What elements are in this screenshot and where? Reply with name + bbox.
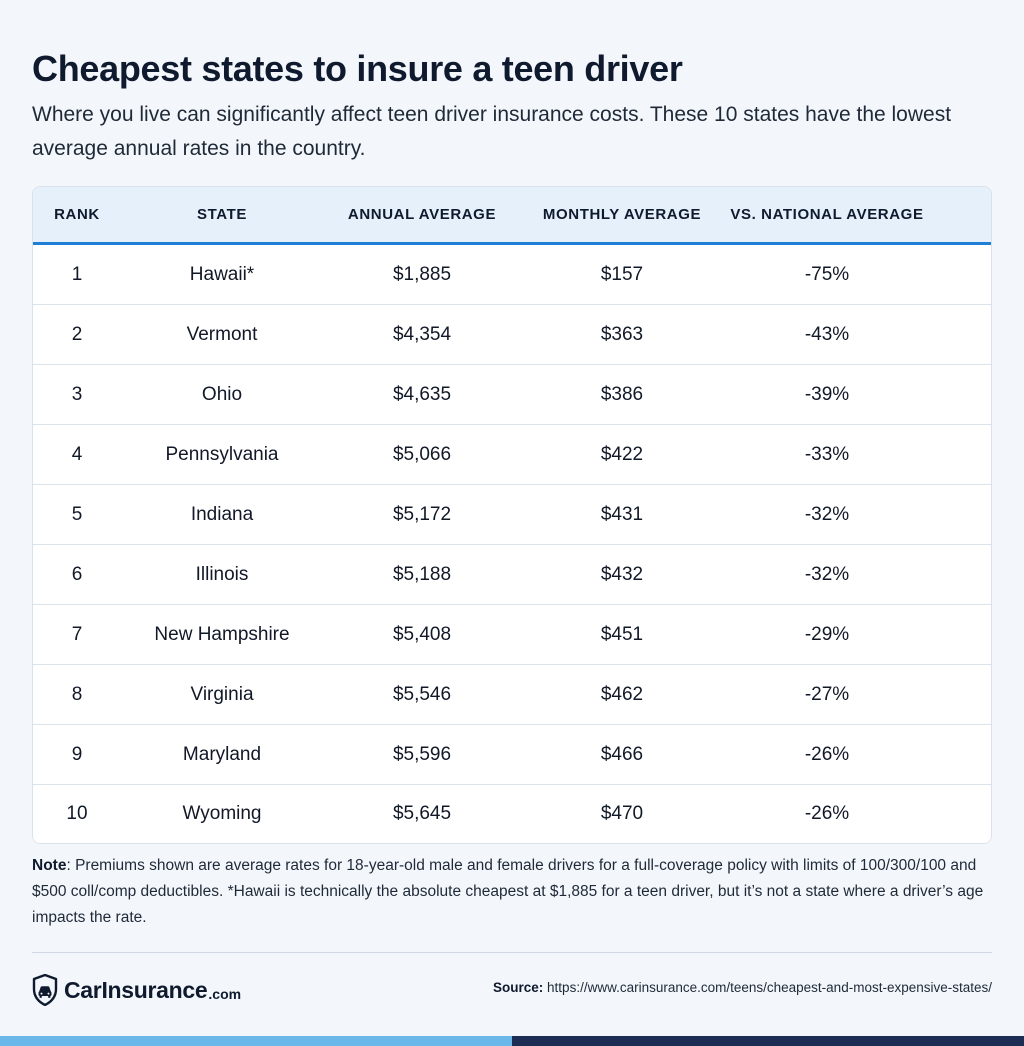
table-row: 10 Wyoming $5,645 $470 -26% xyxy=(33,785,991,843)
table-row: 3 Ohio $4,635 $386 -39% xyxy=(33,365,991,425)
cell-state: Hawaii* xyxy=(189,263,255,285)
table-row: 4 Pennsylvania $5,066 $422 -33% xyxy=(33,425,991,485)
cell-rank: 2 xyxy=(71,323,83,345)
cell-vs-national: -32% xyxy=(804,503,850,525)
table-row: 7 New Hampshire $5,408 $451 -29% xyxy=(33,605,991,665)
table-row: 2 Vermont $4,354 $363 -43% xyxy=(33,305,991,365)
column-header-state: STATE xyxy=(197,206,247,223)
cell-vs-national: -32% xyxy=(804,563,850,585)
column-header-rank: RANK xyxy=(54,206,100,223)
cell-vs-national: -26% xyxy=(804,743,850,765)
table-row: 9 Maryland $5,596 $466 -26% xyxy=(33,725,991,785)
cell-vs-national: -27% xyxy=(804,683,850,705)
cell-state: Wyoming xyxy=(182,803,262,824)
cell-state: Indiana xyxy=(190,503,254,525)
cell-annual: $5,408 xyxy=(392,623,452,645)
cell-vs-national: -39% xyxy=(804,383,850,405)
divider xyxy=(32,952,992,953)
page-title: Cheapest states to insure a teen driver xyxy=(32,48,683,89)
cell-annual: $5,188 xyxy=(392,563,452,585)
cell-annual: $4,635 xyxy=(392,383,452,405)
cell-rank: 7 xyxy=(71,623,83,645)
cell-rank: 4 xyxy=(71,443,83,465)
table-row: 8 Virginia $5,546 $462 -27% xyxy=(33,665,991,725)
cell-monthly: $422 xyxy=(600,443,644,465)
cell-vs-national: -75% xyxy=(804,263,850,285)
source-link[interactable]: https://www.carinsurance.com/teens/cheap… xyxy=(547,980,992,995)
cell-monthly: $462 xyxy=(600,683,644,705)
footer-bar-dark xyxy=(512,1036,1024,1046)
table-row: 5 Indiana $5,172 $431 -32% xyxy=(33,485,991,545)
cell-rank: 8 xyxy=(71,683,83,705)
cell-state: Ohio xyxy=(201,383,243,405)
cell-monthly: $431 xyxy=(600,503,644,525)
cell-monthly: $466 xyxy=(600,743,644,765)
cell-annual: $5,546 xyxy=(392,683,452,705)
cell-monthly: $363 xyxy=(600,323,644,345)
cell-state: New Hampshire xyxy=(154,623,290,645)
cell-monthly: $386 xyxy=(600,383,644,405)
page-subtitle: Where you live can significantly affect … xyxy=(32,103,952,160)
source-label: Source: xyxy=(493,980,544,995)
shield-car-icon xyxy=(32,974,58,1006)
table-header: RANK STATE ANNUAL AVERAGE MONTHLY AVERAG… xyxy=(33,187,991,245)
cell-monthly: $432 xyxy=(600,563,644,585)
cell-state: Virginia xyxy=(190,683,254,705)
source-line: Source: https://www.carinsurance.com/tee… xyxy=(493,980,992,995)
cell-state: Vermont xyxy=(186,323,258,345)
cell-vs-national: -26% xyxy=(804,803,850,824)
logo-wordmark: CarInsurance xyxy=(64,976,208,1003)
cell-state: Illinois xyxy=(195,563,249,585)
cell-monthly: $470 xyxy=(600,803,644,824)
table-row: 6 Illinois $5,188 $432 -32% xyxy=(33,545,991,605)
cell-rank: 3 xyxy=(71,383,83,405)
cell-state: Maryland xyxy=(182,743,262,765)
cell-state: Pennsylvania xyxy=(165,443,279,465)
footnote-label: Note xyxy=(32,857,67,874)
footnote-text: : Premiums shown are average rates for 1… xyxy=(32,857,984,926)
cell-rank: 1 xyxy=(71,263,83,285)
cell-rank: 5 xyxy=(71,503,83,525)
rates-table: RANK STATE ANNUAL AVERAGE MONTHLY AVERAG… xyxy=(32,186,992,844)
cell-annual: $5,066 xyxy=(392,443,452,465)
logo-suffix: .com xyxy=(208,985,242,1002)
cell-vs-national: -29% xyxy=(804,623,850,645)
cell-vs-national: -43% xyxy=(804,323,850,345)
column-header-monthly: MONTHLY AVERAGE xyxy=(542,206,702,223)
column-header-vs-national: VS. NATIONAL AVERAGE xyxy=(730,206,924,223)
cell-rank: 6 xyxy=(71,563,83,585)
cell-annual: $5,172 xyxy=(392,503,452,525)
cell-monthly: $451 xyxy=(600,623,644,645)
brand-logo[interactable]: CarInsurance .com xyxy=(32,974,241,1006)
cell-rank: 10 xyxy=(66,803,88,824)
footer-bar-light xyxy=(0,1036,512,1046)
table-row: 1 Hawaii* $1,885 $157 -75% xyxy=(33,245,991,305)
cell-annual: $1,885 xyxy=(392,263,452,285)
cell-rank: 9 xyxy=(71,743,83,765)
cell-annual: $5,645 xyxy=(392,803,452,824)
cell-monthly: $157 xyxy=(600,263,644,285)
column-header-annual: ANNUAL AVERAGE xyxy=(347,206,497,223)
cell-annual: $5,596 xyxy=(392,743,452,765)
footnote: Note: Premiums shown are average rates f… xyxy=(32,853,992,931)
cell-vs-national: -33% xyxy=(804,443,850,465)
cell-annual: $4,354 xyxy=(392,323,452,345)
